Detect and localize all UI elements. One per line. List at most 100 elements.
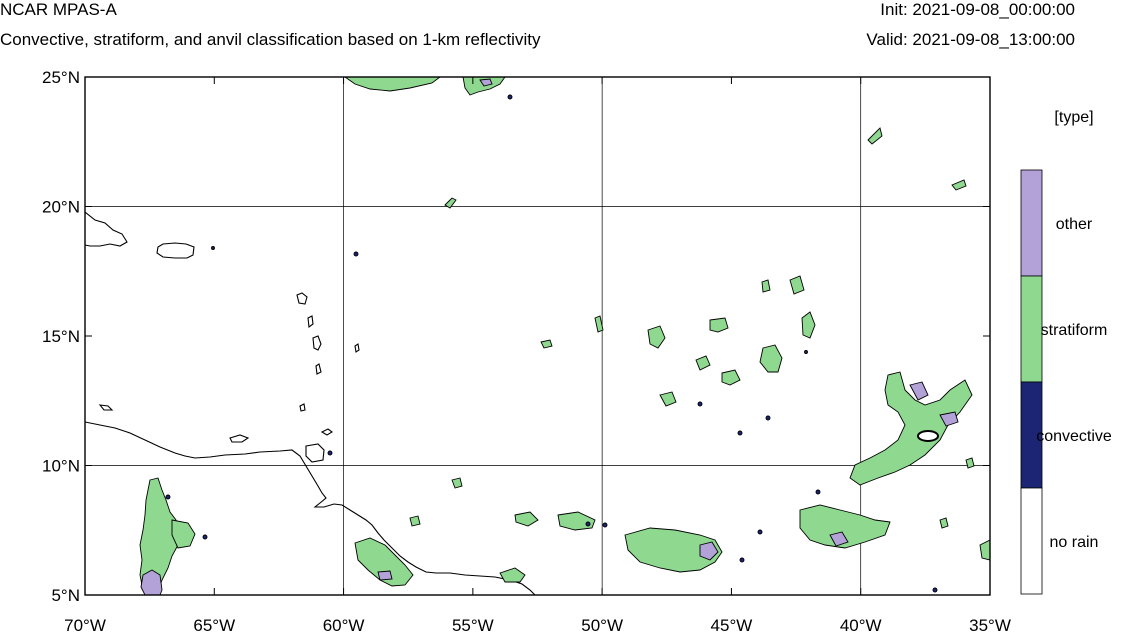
cell-north-d [801,311,816,339]
island-margarita [229,434,250,443]
legend-label: other [1056,216,1093,233]
lat-label: 20°N [42,198,80,217]
cell-dot [165,494,171,500]
cell-north-b [709,317,729,333]
island-curacao [98,404,114,411]
legend-boxes: other stratiform convective no rain [1020,169,1112,595]
cell-guyana-b [499,567,526,583]
lat-label: 10°N [42,457,80,476]
cell-dot [757,529,763,535]
lon-labels: 70°W 65°W 60°W 55°W 50°W 45°W 40°W 35°W [64,616,1011,635]
island-tobago [320,428,333,436]
cell-guyana-a-other [377,570,393,581]
cell-small-e [540,339,553,349]
cell-north-c [759,344,783,373]
axis-ticks [84,76,991,596]
cell-top-b-other [479,78,493,87]
legend: [type] other stratiform convective no rain [1020,109,1112,595]
cell-west-column-b [171,519,196,549]
island-st-lucia [315,363,322,375]
cell-north-e [695,355,711,371]
cell-east-b [799,504,891,549]
cell-north-g [721,369,741,386]
precip-field [85,77,990,595]
cell-small-c [951,179,967,191]
cell-east-a-other2 [939,411,959,427]
legend-swatch [1020,275,1043,383]
cell-dot [602,522,608,528]
cell-east-ring [916,430,940,442]
legend-label: stratiform [1041,322,1108,339]
island-dominica [307,315,314,329]
cell-small-i [409,515,421,527]
cell-east-b-other [829,531,849,547]
cell-central-b [557,511,596,531]
cell-central-a-other [699,541,719,561]
lon-label: 70°W [64,616,106,635]
cell-top-a [344,77,441,92]
cell-north-f [659,391,677,407]
lat-labels: 25°N 20°N 15°N 10°N 5°N [42,68,80,605]
legend-swatch [1020,487,1043,595]
cell-dot [327,450,333,456]
cell-central-c [514,511,539,527]
island-barbados [354,343,360,353]
cell-guyana-a [354,537,414,587]
cell-dot [211,246,215,250]
cell-dot [353,251,359,257]
cell-east-c [965,457,975,469]
gridlines [85,77,990,595]
legend-title: [type] [1054,109,1093,126]
init-time: Init: 2021-09-08_00:00:00 [880,0,1075,19]
island-trinidad [305,443,325,463]
cell-small-b [867,127,883,145]
lon-label: 50°W [581,616,623,635]
cell-dot [815,489,821,495]
lon-label: 65°W [193,616,235,635]
island-grenada [299,403,306,412]
valid-time: Valid: 2021-09-08_13:00:00 [866,30,1075,49]
island-hispaniola-edge [85,211,128,247]
legend-swatch [1020,169,1043,277]
cell-dot [737,430,743,436]
cell-dot [507,94,513,100]
cell-dot [932,587,938,593]
island-puerto-rico [156,242,195,259]
cell-small-a [451,477,463,489]
cell-dot [804,350,808,354]
lon-label: 40°W [840,616,882,635]
legend-label: convective [1036,428,1112,445]
lon-label: 35°W [969,616,1011,635]
cell-dot [739,557,745,563]
legend-label: no rain [1050,534,1099,551]
map-title: NCAR MPAS-A [0,0,117,19]
lon-label: 60°W [323,616,365,635]
lat-label: 15°N [42,327,80,346]
coastline-south-america [85,421,536,595]
cell-small-k [979,539,990,561]
cell-north-a [647,325,666,349]
lat-label: 25°N [42,68,80,87]
island-guadeloupe [296,292,308,305]
cell-dot [585,521,591,527]
lon-label: 55°W [452,616,494,635]
cell-dot [202,534,208,540]
cell-dot [765,415,771,421]
coastlines [85,211,536,595]
lon-label: 45°W [711,616,753,635]
cell-small-f [594,315,604,333]
cell-small-g [789,275,805,295]
cell-small-d [444,197,457,209]
cell-small-j [939,517,949,529]
cell-small-h [761,279,771,293]
cell-central-a [624,527,723,573]
island-martinique [312,335,322,351]
cell-dot [697,401,703,407]
lat-label: 5°N [51,586,80,605]
map-subtitle: Convective, stratiform, and anvil classi… [0,30,541,49]
cell-east-a [849,371,973,486]
cell-east-a-other [909,381,929,401]
precip-cells [139,77,990,595]
cell-west-column-other [140,569,163,595]
